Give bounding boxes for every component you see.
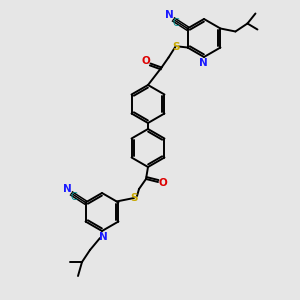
Text: N: N	[165, 10, 174, 20]
Text: N: N	[63, 184, 72, 194]
Text: N: N	[199, 58, 207, 68]
Text: S: S	[130, 193, 138, 203]
Text: C: C	[70, 191, 77, 202]
Text: S: S	[172, 41, 179, 52]
Text: N: N	[99, 232, 107, 242]
Text: O: O	[159, 178, 167, 188]
Text: C: C	[172, 17, 179, 28]
Text: O: O	[141, 56, 150, 67]
